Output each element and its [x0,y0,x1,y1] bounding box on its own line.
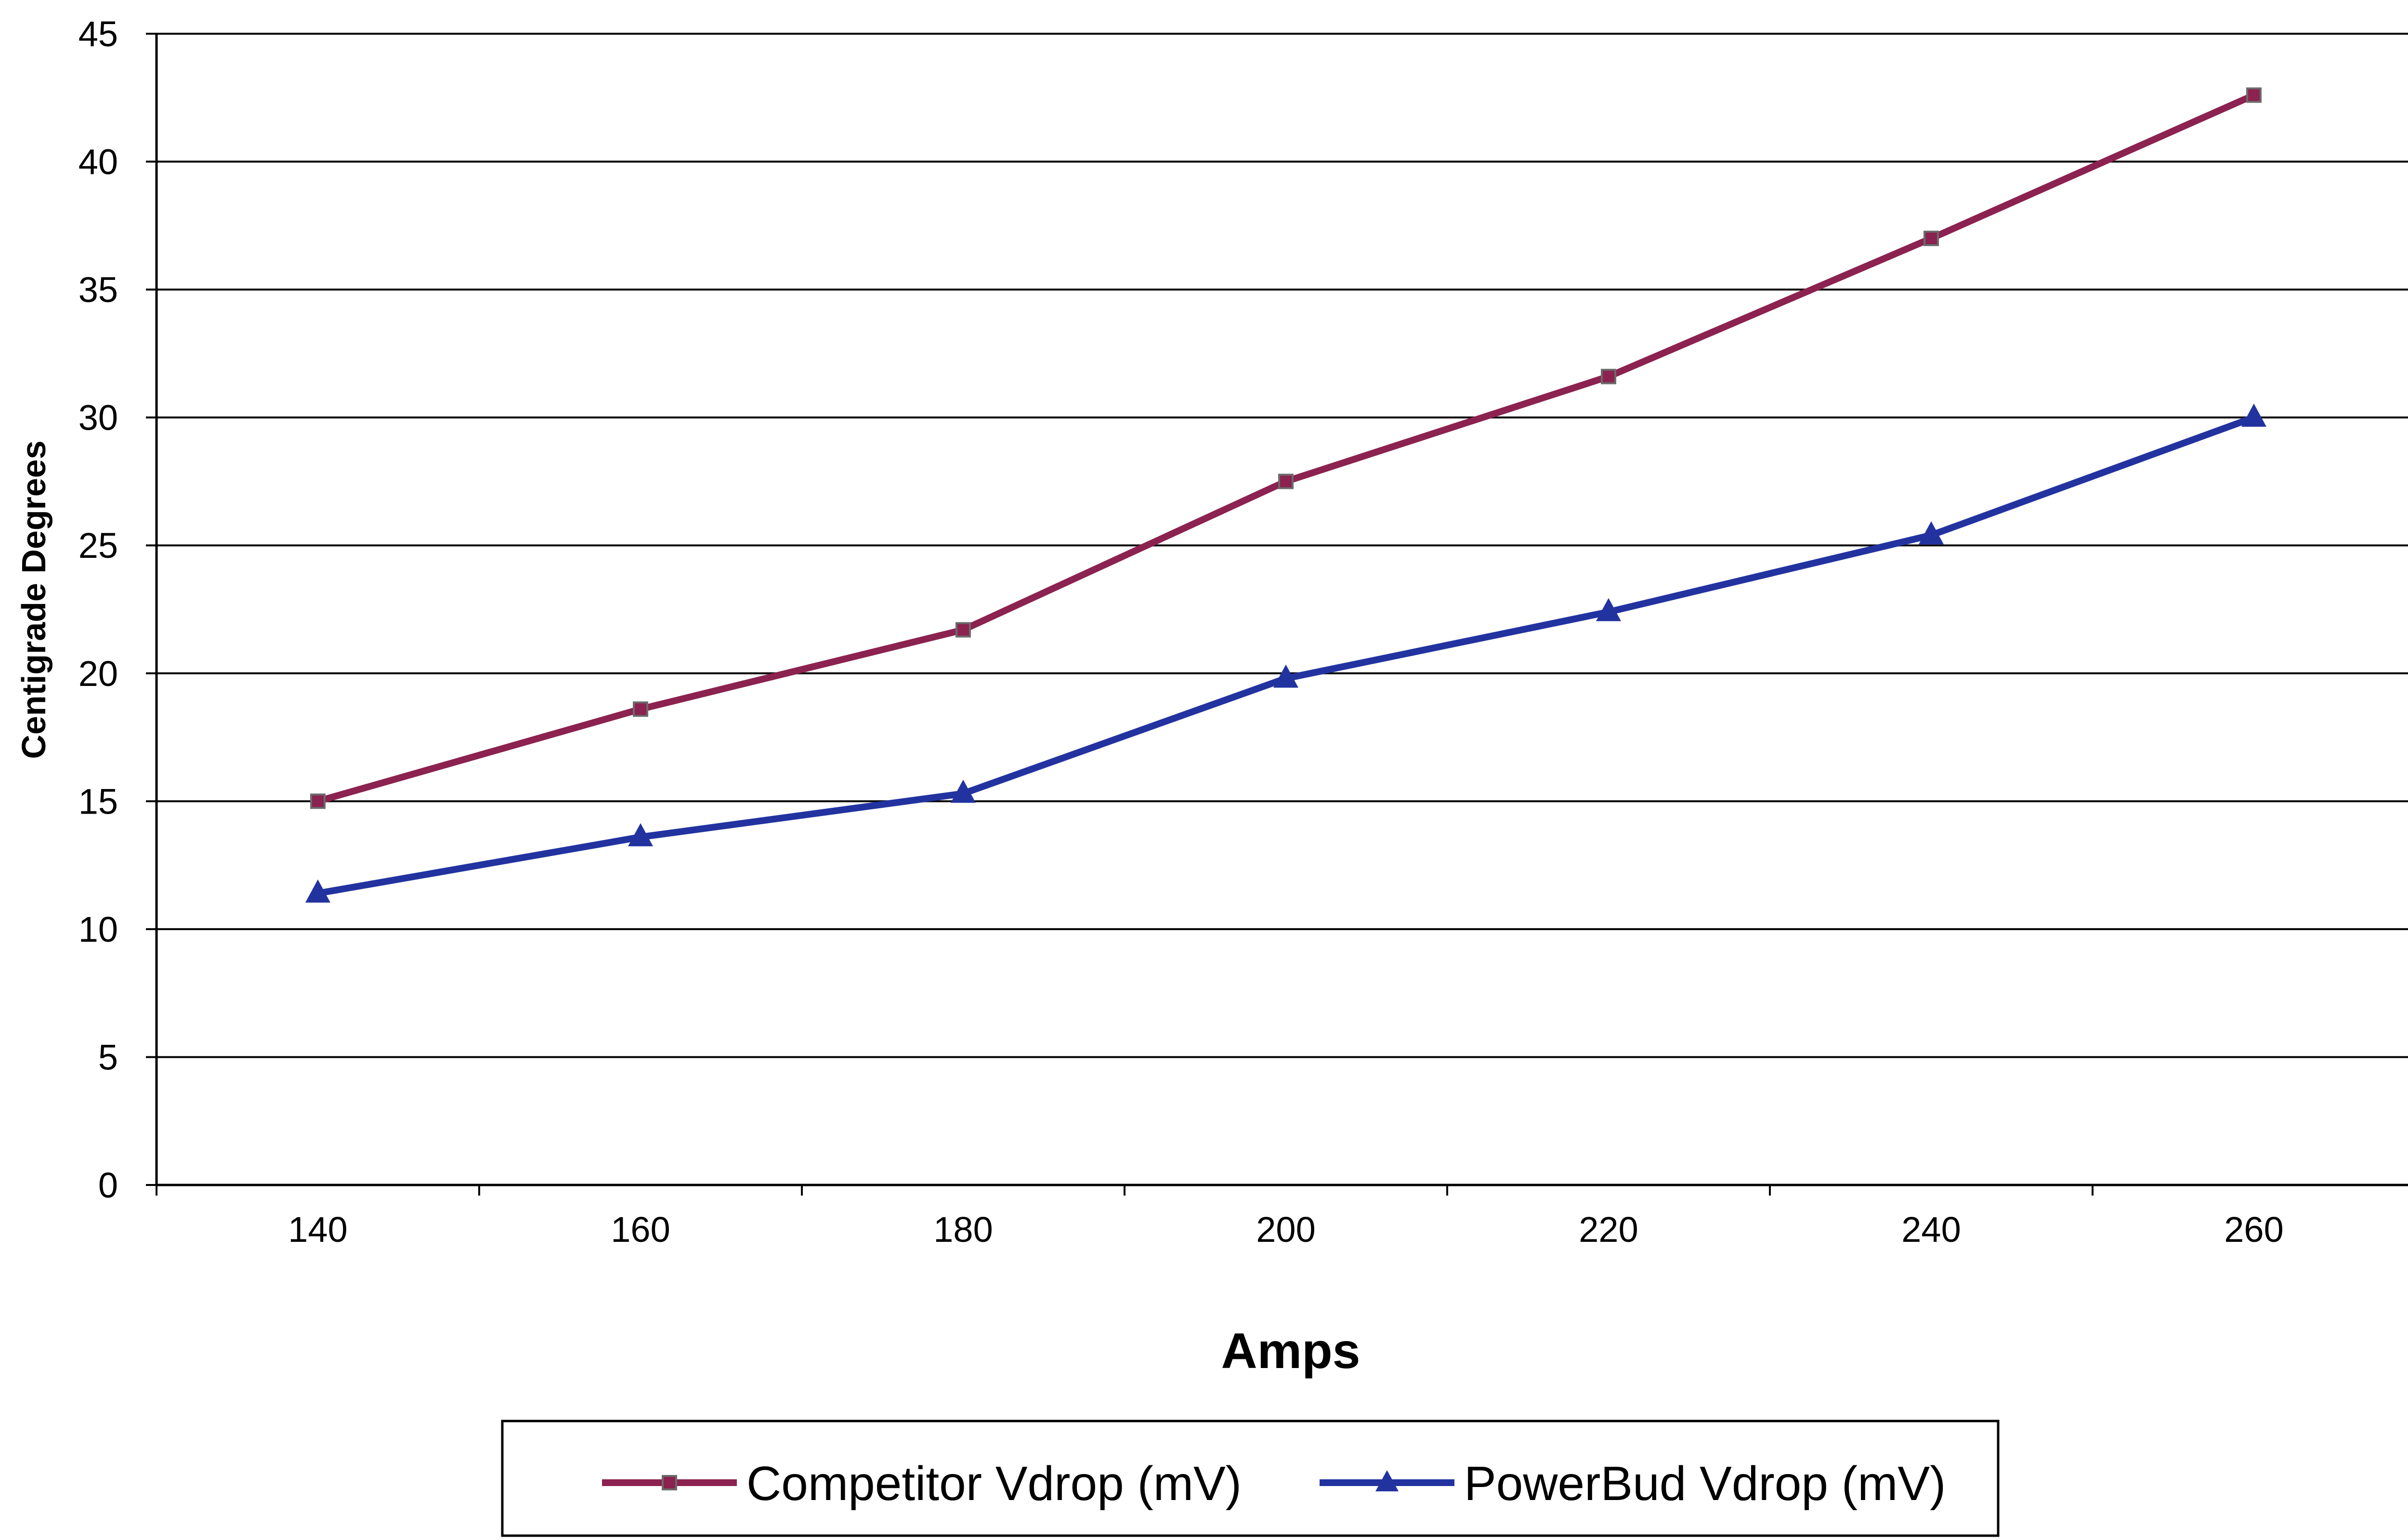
y-tick-label: 45 [79,14,118,54]
y-axis-title: Centigrade Degrees [15,440,52,759]
data-point-marker [2246,87,2262,103]
gridlines [157,33,2408,1058]
legend-label: Competitor Vdrop (mV) [746,1457,1242,1511]
x-tick-label: 160 [611,1210,670,1250]
data-point-marker [628,823,653,846]
legend: Competitor Vdrop (mV) PowerBud Vdrop (mV) [501,1420,2000,1537]
x-tick-label: 260 [2224,1210,2283,1250]
data-point-marker [633,701,648,717]
data-point-marker [305,879,330,903]
data-point-marker [2241,403,2266,427]
legend-marker [1375,1470,1399,1491]
y-tick-label: 25 [79,526,118,566]
axes [146,33,2408,1196]
data-point-marker [955,622,971,638]
y-tick-label: 20 [79,654,118,694]
x-tick-label: 200 [1256,1210,1315,1250]
y-tick-label: 10 [79,909,118,949]
tick-labels: 0 5 10 15 20 25 30 35 40 45 140 160 180 200 220 240 260 [79,14,2284,1250]
data-point-marker [951,779,976,803]
y-tick-label: 35 [79,270,118,310]
data-point-marker [310,793,326,809]
legend-box [501,1420,2000,1537]
data-point-marker [1596,598,1621,621]
y-tick-label: 0 [98,1165,118,1205]
y-tick-label: 15 [79,781,118,821]
data-point-marker [1601,369,1616,384]
legend-marker [662,1475,677,1490]
x-axis-title: Amps [1221,1323,1361,1379]
data-point-marker [1919,521,1944,545]
x-tick-label: 220 [1579,1210,1638,1250]
y-tick-label: 5 [98,1037,118,1077]
data-point-marker [1278,474,1294,489]
legend-label: PowerBud Vdrop (mV) [1464,1457,1946,1511]
x-tick-label: 140 [288,1210,347,1250]
data-point-marker [1924,230,1939,246]
x-tick-label: 180 [933,1210,993,1250]
y-tick-label: 30 [79,398,118,438]
data-point-marker [1273,664,1298,688]
x-tick-label: 240 [1901,1210,1961,1250]
series-lines [305,87,2266,903]
y-tick-label: 40 [79,142,118,182]
series-line-1 [317,92,2255,805]
